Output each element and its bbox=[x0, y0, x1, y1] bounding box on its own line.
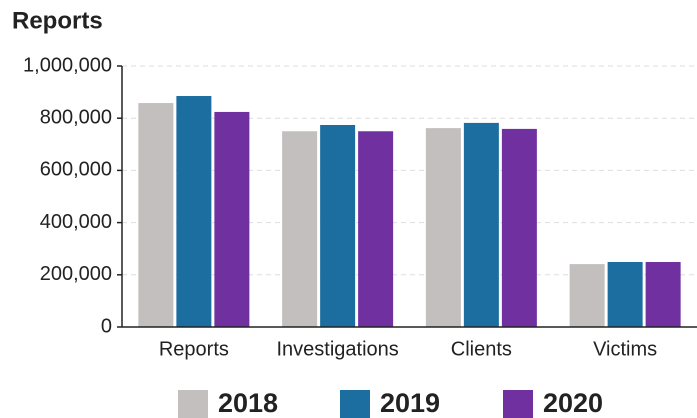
x-tick-label: Clients bbox=[451, 338, 512, 360]
bar bbox=[463, 122, 499, 327]
chart-title: Reports bbox=[12, 7, 103, 34]
bar bbox=[358, 131, 394, 327]
legend-swatch bbox=[503, 390, 533, 418]
bar bbox=[214, 111, 250, 327]
legend-swatch bbox=[340, 390, 370, 418]
y-tick-label: 800,000 bbox=[40, 106, 112, 128]
bar bbox=[176, 96, 212, 327]
bar bbox=[501, 128, 537, 327]
bar bbox=[320, 124, 356, 328]
legend-label: 2018 bbox=[218, 388, 278, 418]
y-tick-label: 200,000 bbox=[40, 263, 112, 285]
y-tick-label: 0 bbox=[101, 315, 112, 337]
bar bbox=[138, 103, 174, 327]
legend-label: 2020 bbox=[543, 388, 603, 418]
bar bbox=[282, 131, 318, 327]
bar bbox=[607, 262, 643, 327]
bar bbox=[645, 262, 681, 327]
x-tick-label: Reports bbox=[159, 338, 229, 360]
legend-swatch bbox=[178, 390, 208, 418]
y-tick-label: 600,000 bbox=[40, 159, 112, 181]
y-tick-label: 400,000 bbox=[40, 211, 112, 233]
x-tick-label: Victims bbox=[593, 338, 657, 360]
bar bbox=[569, 264, 605, 327]
bar bbox=[425, 128, 461, 327]
x-tick-label: Investigations bbox=[276, 338, 398, 360]
y-tick-label: 1,000,000 bbox=[23, 54, 112, 76]
legend-label: 2019 bbox=[380, 388, 440, 418]
